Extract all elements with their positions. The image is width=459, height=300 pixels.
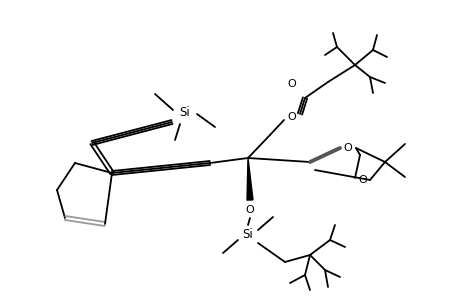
Text: O: O xyxy=(287,112,296,122)
Text: O: O xyxy=(358,175,367,185)
Text: O: O xyxy=(287,79,296,89)
Text: O: O xyxy=(245,205,254,215)
Text: O: O xyxy=(343,143,352,153)
Polygon shape xyxy=(246,158,252,200)
Text: Si: Si xyxy=(242,229,253,242)
Text: Si: Si xyxy=(179,106,190,118)
